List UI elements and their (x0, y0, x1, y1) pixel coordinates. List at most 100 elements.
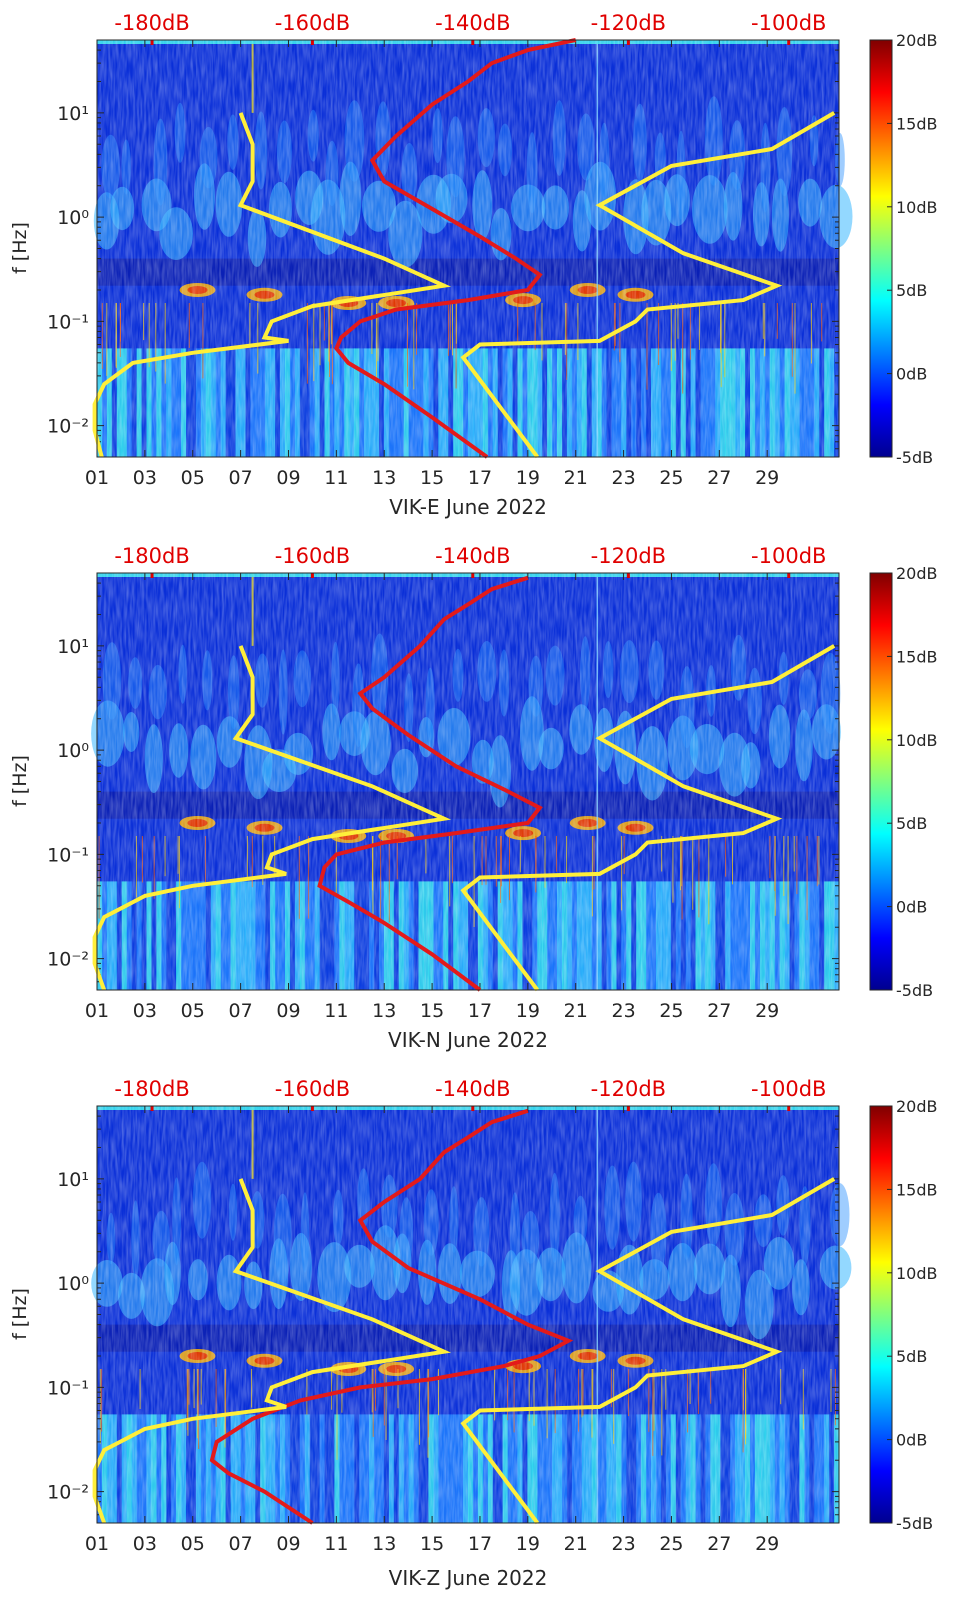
top-db-label: -180dB (114, 11, 189, 35)
yellow-curve-left-vertical (92, 1178, 452, 1524)
top-db-label: -180dB (114, 1077, 189, 1101)
colorbar-tick-label: 10dB (896, 1264, 938, 1283)
x-tick-label: 25 (659, 1000, 683, 1022)
colorbar-tick-label: 0dB (896, 898, 927, 917)
yellow-curve-right-vertical (460, 1177, 836, 1525)
y-tick-label: 10⁻² (47, 949, 89, 971)
x-tick-label: 09 (276, 1533, 300, 1555)
x-tick-label: 01 (85, 467, 109, 489)
y-tick-label: 10¹ (57, 1169, 89, 1191)
x-tick-label: 29 (755, 1533, 779, 1555)
y-tick-label: 10⁰ (57, 1273, 89, 1295)
top-db-labels-north: -180dB -160dB -140dB -120dB -100dB (114, 544, 826, 578)
x-tick-label: 01 (85, 1533, 109, 1555)
x-tick-label: 15 (420, 467, 444, 489)
x-tick-label: 27 (707, 1533, 731, 1555)
yellow-curve-right-north (460, 644, 836, 992)
top-db-label: -100dB (751, 11, 826, 35)
x-tick-label: 17 (468, 467, 492, 489)
plot-frame-east (96, 39, 840, 458)
x-tick-label: 19 (516, 1533, 540, 1555)
top-db-label: -120dB (591, 544, 666, 568)
x-tick-label: 27 (707, 1000, 731, 1022)
colorbar-tick-label: -5dB (896, 981, 933, 1000)
y-axis-label-east: f [Hz] (9, 222, 31, 274)
x-tick-label: 29 (755, 1000, 779, 1022)
colorbar-tick-label: 5dB (896, 1347, 927, 1366)
x-tick-label: 23 (611, 467, 635, 489)
x-tick-label: 23 (611, 1533, 635, 1555)
colorbar-tick-label: 5dB (896, 814, 927, 833)
x-ticks-east: 01 03 05 07 09 11 13 15 17 19 21 23 25 27 29 (85, 40, 779, 489)
plot-frame-vertical (96, 1105, 840, 1524)
y-tick-label: 10¹ (57, 103, 89, 125)
x-tick-label: 13 (372, 467, 396, 489)
top-db-labels-east: -180dB -160dB -140dB -120dB -100dB (114, 11, 826, 45)
x-tick-label: 03 (133, 467, 157, 489)
y-tick-label: 10⁰ (57, 740, 89, 762)
x-tick-label: 21 (564, 467, 588, 489)
x-tick-label: 27 (707, 467, 731, 489)
top-db-label: -140dB (435, 1077, 510, 1101)
x-tick-label: 17 (468, 1000, 492, 1022)
colorbar-tick-label: 0dB (896, 365, 927, 384)
y-tick-label: 10⁻² (47, 1482, 89, 1504)
x-tick-label: 11 (324, 1000, 348, 1022)
x-tick-label: 05 (181, 467, 205, 489)
x-tick-label: 05 (181, 1533, 205, 1555)
colorbar-tick-label: 5dB (896, 281, 927, 300)
red-curve-east (334, 38, 577, 459)
y-tick-label: 10⁻² (47, 416, 89, 438)
x-axis-label-vertical: VIK-Z June 2022 (389, 1566, 548, 1590)
x-tick-label: 25 (659, 1533, 683, 1555)
panel-vertical: 01 03 05 07 09 11 13 15 17 19 21 23 25 27 29 10⁻²10⁻¹1… (9, 1077, 938, 1590)
x-tick-label: 15 (420, 1000, 444, 1022)
x-tick-label: 23 (611, 1000, 635, 1022)
colorbar-tick-label: 20dB (896, 31, 938, 50)
y-tick-label: 10¹ (57, 636, 89, 658)
y-tick-label: 10⁻¹ (47, 844, 89, 866)
top-db-labels-vertical: -180dB -160dB -140dB -120dB -100dB (114, 1077, 826, 1111)
x-tick-label: 13 (372, 1000, 396, 1022)
x-tick-label: 01 (85, 1000, 109, 1022)
x-tick-label: 03 (133, 1000, 157, 1022)
x-tick-label: 19 (516, 1000, 540, 1022)
x-axis-label-east: VIK-E June 2022 (389, 495, 547, 519)
x-tick-label: 07 (229, 1000, 253, 1022)
colorbar-tick-label: 20dB (896, 564, 938, 583)
x-axis-label-north: VIK-N June 2022 (388, 1028, 548, 1052)
panel-east: 01 03 05 07 09 11 13 15 17 19 21 23 25 27 29 10⁻²10⁻¹1… (9, 11, 938, 519)
colorbar-east: 20dB 15dB 10dB 5dB 0dB -5dB (869, 31, 938, 467)
plot-frame-north (96, 572, 840, 991)
x-tick-label: 09 (276, 1000, 300, 1022)
x-tick-label: 19 (516, 467, 540, 489)
y-tick-label: 10⁻¹ (47, 311, 89, 333)
colorbar-north: 20dB 15dB 10dB 5dB 0dB -5dB (869, 564, 938, 1000)
top-db-label: -140dB (435, 544, 510, 568)
colorbar-tick-label: 10dB (896, 198, 938, 217)
x-tick-label: 21 (564, 1000, 588, 1022)
x-tick-label: 05 (181, 1000, 205, 1022)
heatmap-area-east (93, 40, 853, 457)
x-tick-label: 03 (133, 1533, 157, 1555)
colorbar-tick-label: 20dB (896, 1097, 938, 1116)
colorbar-tick-label: -5dB (896, 1514, 933, 1533)
colorbar-tick-label: 0dB (896, 1431, 927, 1450)
y-axis-label-vertical: f [Hz] (9, 1288, 31, 1340)
y-ticks-east: 10⁻² 10⁻¹ 10⁰ 10¹ (47, 39, 839, 458)
y-ticks-vertical: 10⁻² 10⁻¹ 10⁰ 10¹ (47, 1105, 839, 1524)
x-tick-label: 07 (229, 1533, 253, 1555)
colorbar-tick-label: 15dB (896, 647, 938, 666)
y-axis-label-north: f [Hz] (9, 755, 31, 807)
x-ticks-north: 01 03 05 07 09 11 13 15 17 19 21 23 25 27 29 (85, 573, 779, 1022)
top-db-label: -160dB (275, 544, 350, 568)
x-tick-label: 09 (276, 467, 300, 489)
colorbar-tick-label: 15dB (896, 114, 938, 133)
top-db-label: -120dB (591, 1077, 666, 1101)
x-tick-label: 21 (564, 1533, 588, 1555)
x-tick-label: 11 (324, 467, 348, 489)
heatmap-area-vertical (91, 1106, 852, 1523)
yellow-curve-right-east (460, 111, 836, 459)
top-db-label: -180dB (114, 544, 189, 568)
colorbar-tick-label: 15dB (896, 1180, 938, 1199)
